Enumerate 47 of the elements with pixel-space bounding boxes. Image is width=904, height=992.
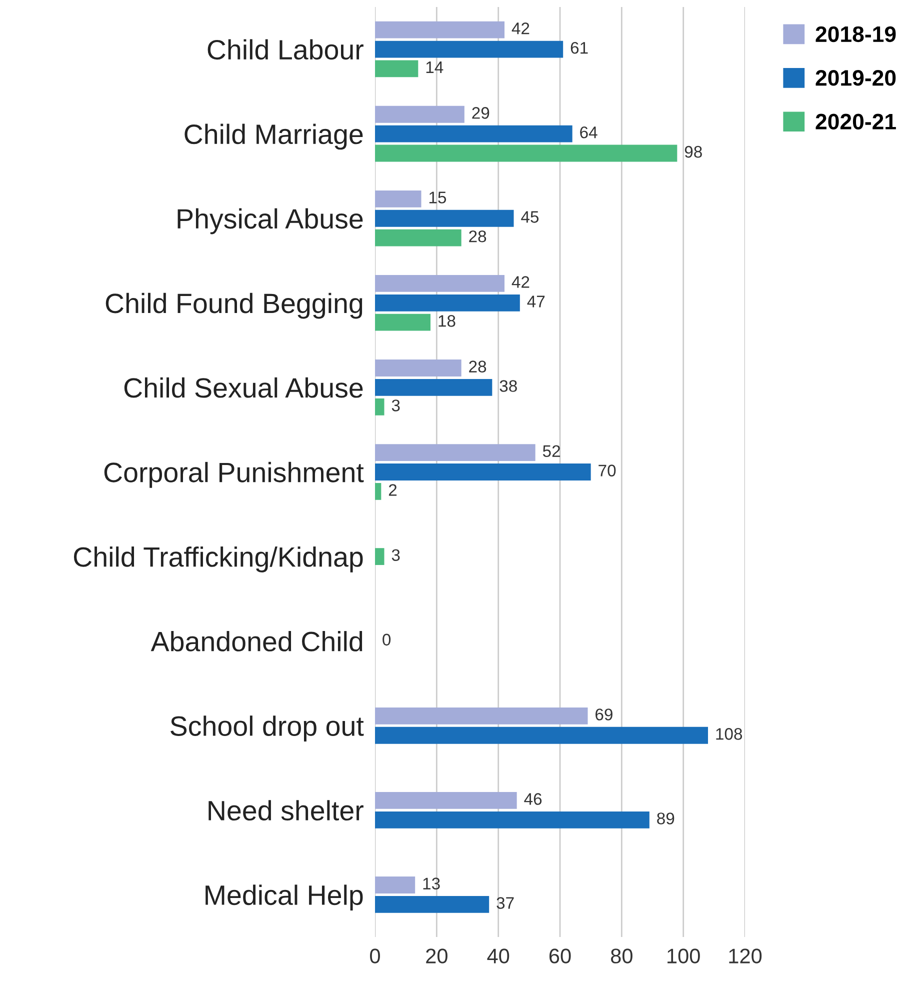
y-tick-label: Need shelter xyxy=(208,800,364,821)
x-tick-label: 100 xyxy=(668,948,700,964)
data-label: 108 xyxy=(716,728,742,740)
data-label: 28 xyxy=(469,230,486,242)
y-tick-label: Corporal Punishment xyxy=(104,462,364,488)
data-label: 28 xyxy=(469,360,486,372)
data-label: 3 xyxy=(392,400,400,412)
x-tick-label: 80 xyxy=(610,948,632,964)
x-tick-label: 60 xyxy=(549,948,571,964)
data-label: 37 xyxy=(496,897,514,909)
y-tick-label: Abandoned Child xyxy=(150,631,362,652)
legend-label: 2020-21 xyxy=(816,114,896,130)
y-tick-label: Child Found Begging xyxy=(106,292,362,319)
x-tick-label: 20 xyxy=(426,948,448,964)
x-tick-label: 0 xyxy=(370,948,380,964)
y-tick-label: Physical Abuse xyxy=(178,208,363,234)
data-label: 29 xyxy=(472,107,490,119)
x-tick-label: 40 xyxy=(487,948,510,964)
data-label: 38 xyxy=(500,380,517,392)
data-label: 46 xyxy=(524,793,542,805)
legend-label: 2018-19 xyxy=(816,26,896,42)
data-label: 98 xyxy=(684,146,702,158)
data-label: 15 xyxy=(429,192,446,204)
data-label: 45 xyxy=(521,211,539,223)
data-label: 2 xyxy=(388,484,397,496)
data-label: 3 xyxy=(392,549,400,562)
data-label: 47 xyxy=(527,296,545,308)
data-label: 52 xyxy=(542,445,560,458)
data-label: 42 xyxy=(512,22,530,34)
data-label: 42 xyxy=(512,276,530,288)
y-tick-label: Child Marriage xyxy=(184,124,363,150)
data-label: 0 xyxy=(382,634,391,646)
y-tick-label: School drop out xyxy=(170,716,364,742)
data-label: 70 xyxy=(598,464,616,476)
data-label: 14 xyxy=(426,62,444,74)
data-label: 18 xyxy=(438,315,456,327)
y-tick-label: Child Sexual Abuse xyxy=(124,377,363,398)
y-tick-label: Medical Help xyxy=(206,884,363,911)
x-tick-label: 120 xyxy=(729,948,762,964)
data-label: 13 xyxy=(423,878,440,890)
y-tick-label: Child Labour xyxy=(208,39,364,60)
legend-label: 2019-20 xyxy=(816,70,896,86)
data-label: 61 xyxy=(570,42,588,54)
y-tick-label: Child Trafficking/Kidnap xyxy=(74,546,363,572)
data-label: 69 xyxy=(596,708,612,720)
data-label: 64 xyxy=(580,126,598,138)
data-label: 89 xyxy=(657,812,674,824)
